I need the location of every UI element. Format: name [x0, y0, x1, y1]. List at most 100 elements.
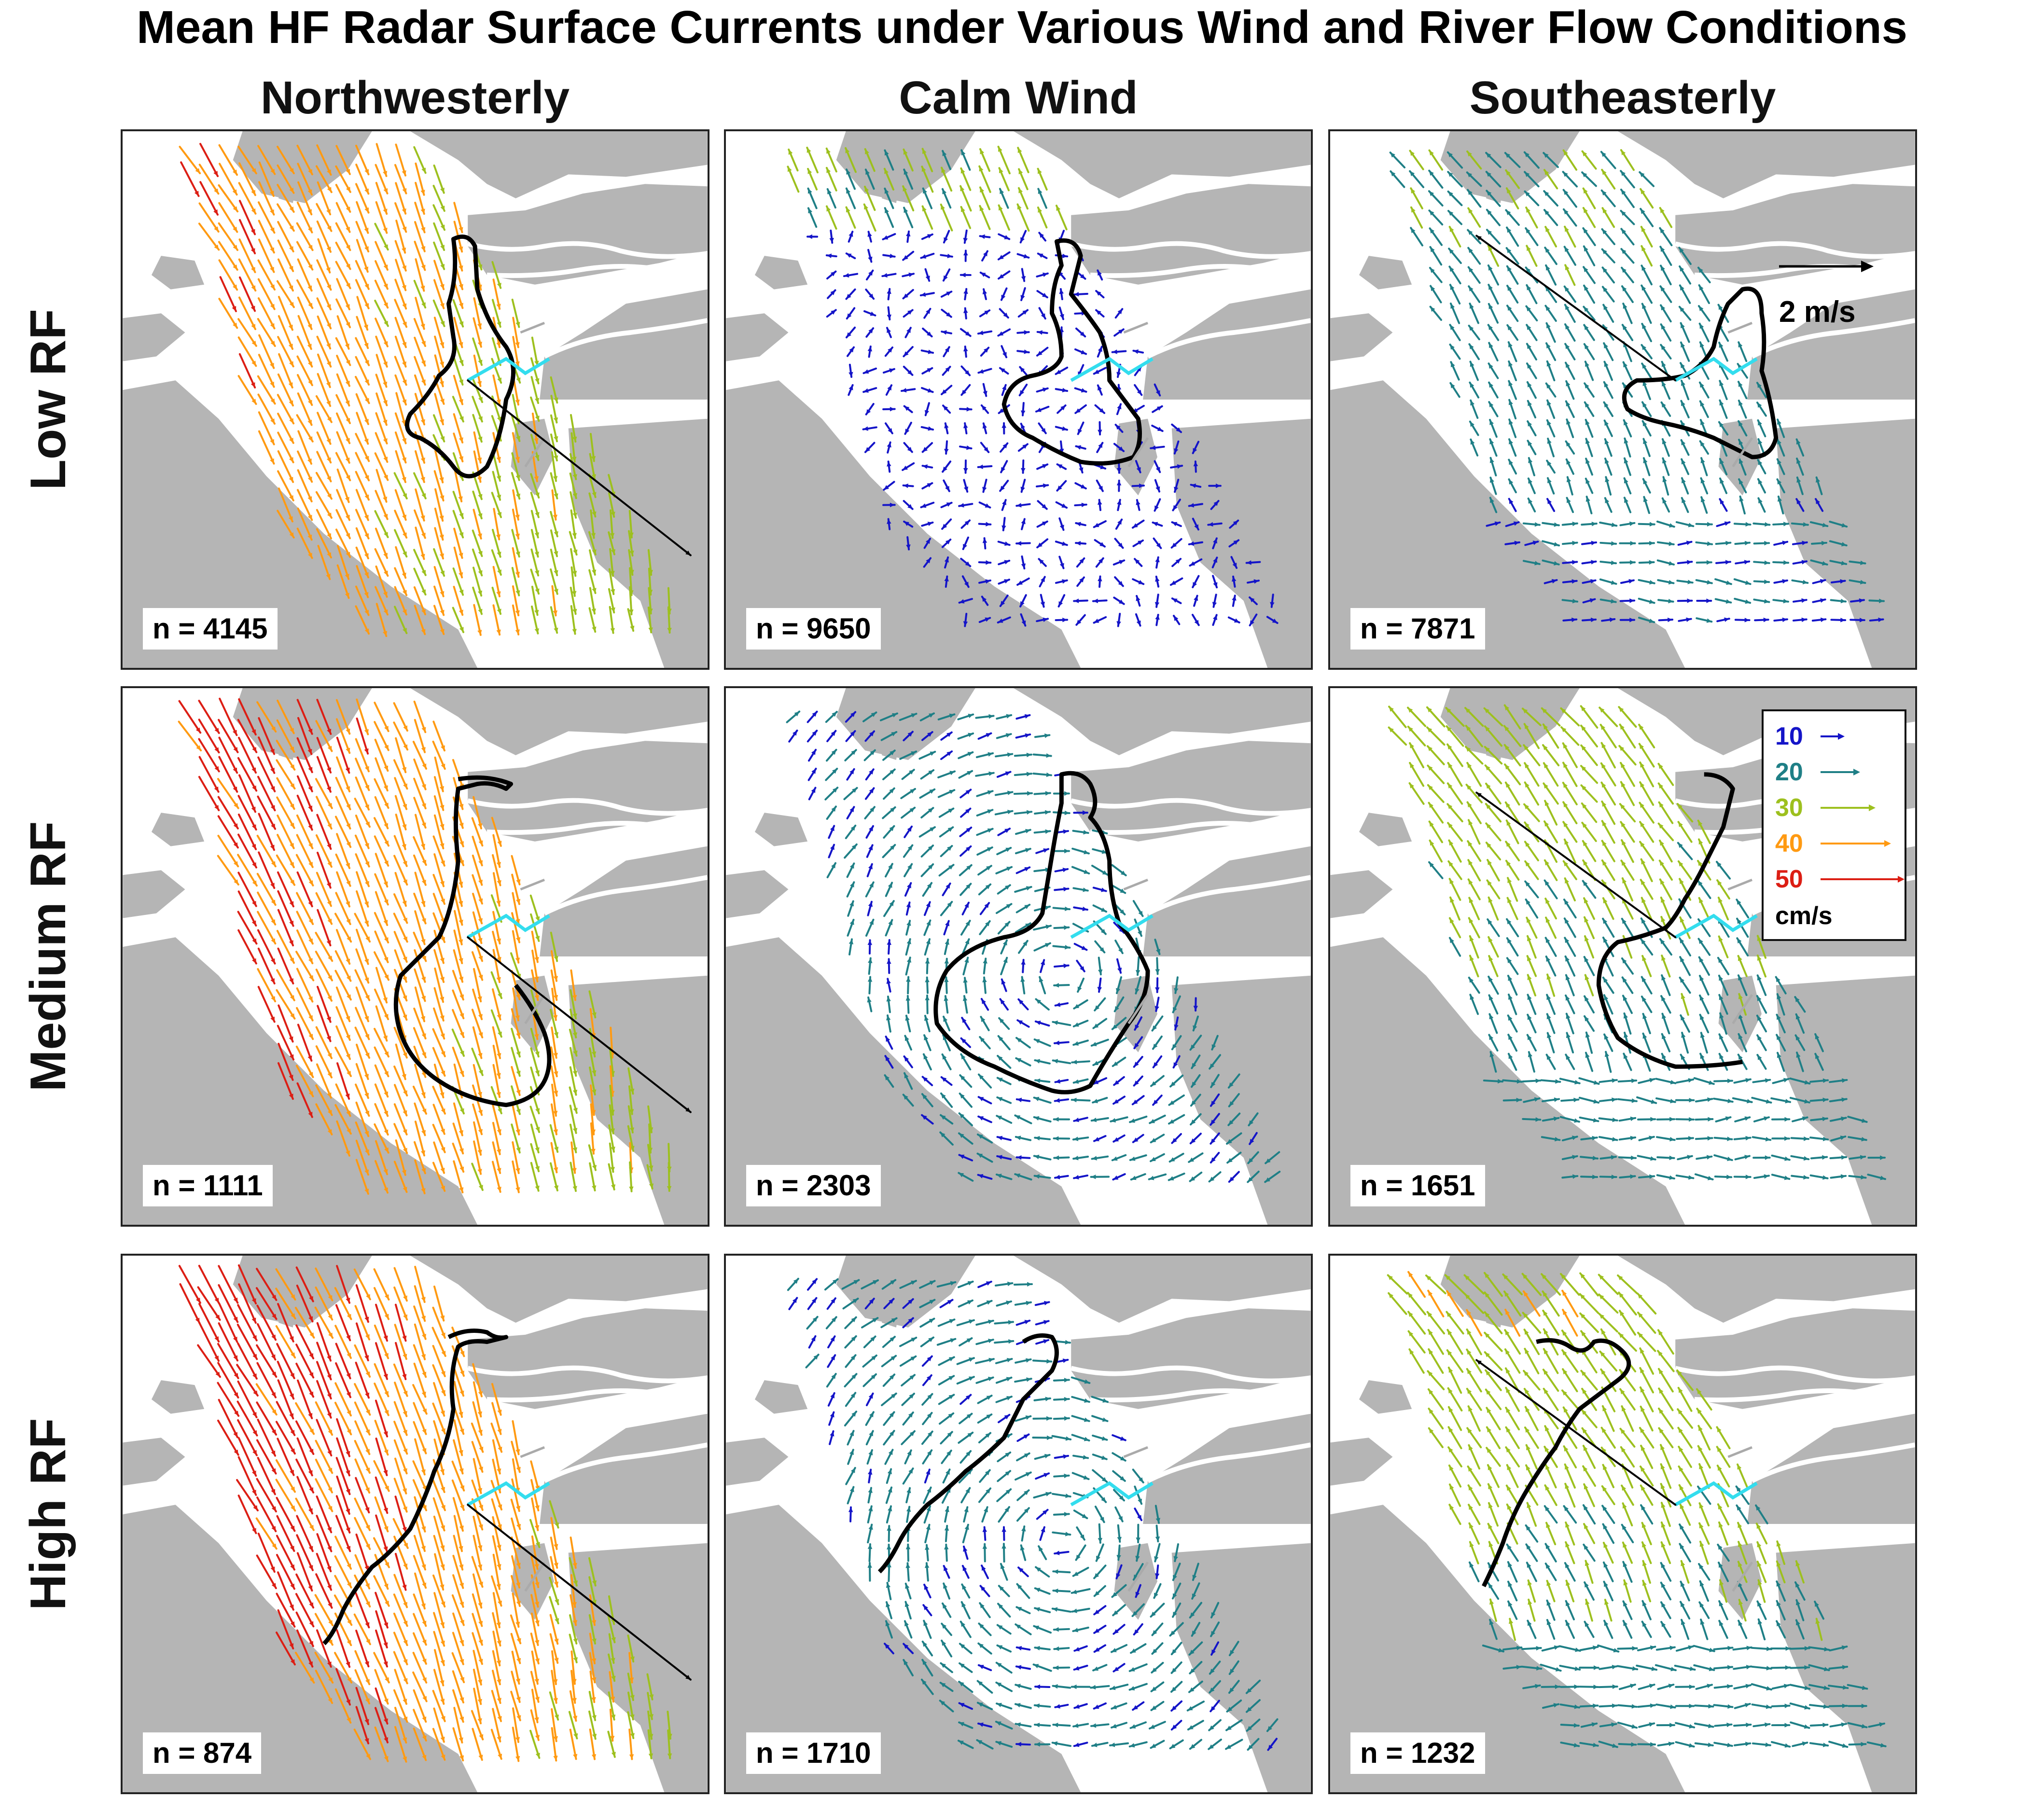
sample-count-label: n = 7871	[1350, 608, 1485, 650]
current-vectors	[178, 1264, 672, 1763]
river-mouth-transect	[1070, 357, 1154, 382]
sample-count-label: n = 1710	[746, 1732, 881, 1774]
land-mass	[726, 131, 1311, 668]
river-channels	[1675, 1365, 1915, 1483]
current-map-calm-wind-medium-rf	[726, 688, 1311, 1225]
plume-front-outline	[322, 1328, 509, 1646]
river-mouth-transect	[1674, 1481, 1758, 1507]
legend-arrow-10	[1821, 733, 1845, 740]
river-channels	[1071, 241, 1311, 359]
current-vectors	[1389, 149, 1885, 623]
legend-row-50: 50	[1775, 864, 1905, 895]
plume-front-outline	[877, 1333, 1059, 1574]
panel-northwesterly-medium-rf: n = 1111	[121, 686, 709, 1227]
current-vectors	[787, 1277, 1279, 1751]
plume-front-outline	[405, 235, 515, 479]
sample-count-label: n = 1232	[1350, 1732, 1485, 1774]
legend-arrow-30	[1821, 804, 1876, 811]
river-channels	[467, 798, 708, 916]
plume-front-outline	[1482, 1338, 1631, 1588]
river-discharge-arrows	[1727, 878, 1753, 1024]
current-map-northwesterly-low-rf	[123, 131, 708, 668]
legend-label-50: 50	[1775, 865, 1803, 893]
legend-row-30: 30	[1775, 792, 1876, 823]
land-mass	[726, 1256, 1311, 1792]
plume-front-outline	[933, 771, 1150, 1094]
legend-row-40: 40	[1775, 828, 1891, 859]
legend-unit: cm/s	[1775, 902, 1833, 930]
sample-count-label: n = 9650	[746, 608, 881, 650]
current-vectors	[178, 697, 672, 1195]
river-discharge-arrows	[1123, 1446, 1149, 1592]
river-mouth-transect	[467, 1481, 550, 1507]
panel-northwesterly-high-rf: n = 874	[121, 1254, 709, 1794]
river-mouth-transect	[467, 913, 550, 939]
current-vectors	[179, 143, 672, 637]
current-vectors	[1387, 1271, 1887, 1748]
legend-arrow-20	[1821, 769, 1860, 775]
land-mass	[123, 131, 708, 668]
legend-arrow-40	[1821, 840, 1891, 847]
river-mouth-transect	[1070, 1481, 1154, 1507]
wind-direction-arrow	[467, 379, 692, 556]
plume-front-outline	[1001, 238, 1142, 466]
plume-front-outline	[393, 775, 552, 1107]
current-map-calm-wind-low-rf	[726, 131, 1311, 668]
legend-label-20: 20	[1775, 758, 1803, 786]
current-map-northwesterly-high-rf	[123, 1256, 708, 1792]
speed-legend: 10 20 30 40 50 cm/s	[1762, 709, 1906, 941]
legend-row-20: 20	[1775, 757, 1860, 788]
scale-arrow	[1779, 261, 1874, 272]
sample-count-label: n = 1651	[1350, 1165, 1485, 1206]
wind-direction-arrow	[1475, 235, 1677, 382]
river-mouth-transect	[467, 357, 550, 382]
river-channels	[467, 1365, 708, 1483]
scale-arrow-label: 2 m/s	[1779, 295, 1856, 329]
column-title-southeasterly: Southeasterly	[1469, 72, 1776, 124]
river-discharge-arrows	[520, 321, 546, 468]
legend-label-40: 40	[1775, 830, 1803, 858]
wind-direction-arrow	[1475, 791, 1677, 939]
current-vectors	[786, 710, 1281, 1183]
river-discharge-arrows	[520, 1446, 546, 1592]
land-mass	[726, 688, 1311, 1225]
panel-southeasterly-high-rf: n = 1232	[1328, 1254, 1917, 1794]
row-title-high-rf: High RF	[20, 1418, 76, 1611]
river-channels	[1071, 798, 1311, 916]
current-map-southeasterly-medium-rf	[1330, 688, 1915, 1225]
river-mouth-transect	[1674, 913, 1758, 939]
river-channels	[1071, 1365, 1311, 1483]
current-vectors	[787, 145, 1279, 627]
wind-direction-arrow	[467, 1504, 692, 1681]
column-title-northwesterly: Northwesterly	[260, 72, 570, 124]
plume-front-outline	[1596, 772, 1743, 1069]
current-map-southeasterly-high-rf	[1330, 1256, 1915, 1792]
sample-count-label: n = 4145	[143, 608, 278, 650]
legend-label-30: 30	[1775, 794, 1803, 822]
river-channels	[467, 241, 708, 359]
current-map-southeasterly-low-rf	[1330, 131, 1915, 668]
river-discharge-arrows	[1727, 321, 1753, 468]
river-discharge-arrows	[1727, 1446, 1753, 1592]
current-vectors	[1388, 704, 1886, 1181]
river-discharge-arrows	[1123, 878, 1149, 1024]
panel-southeasterly-low-rf: n = 7871 2 m/s	[1328, 129, 1917, 670]
sample-count-label: n = 874	[143, 1732, 262, 1774]
river-discharge-arrows	[1123, 321, 1149, 468]
legend-arrow-50	[1821, 876, 1905, 883]
figure-title: Mean HF Radar Surface Currents under Var…	[137, 1, 1907, 53]
row-title-low-rf: Low RF	[20, 309, 76, 490]
wind-direction-arrow	[467, 936, 692, 1113]
river-mouth-transect	[1070, 913, 1154, 939]
land-mass	[123, 1256, 708, 1792]
panel-calm-wind-medium-rf: n = 2303	[724, 686, 1313, 1227]
river-discharge-arrows	[520, 878, 546, 1024]
wind-direction-arrow	[1475, 1359, 1677, 1506]
row-title-medium-rf: Medium RF	[20, 821, 76, 1092]
legend-row-10: 10	[1775, 721, 1845, 752]
river-mouth-transect	[1674, 357, 1758, 382]
land-mass	[1330, 131, 1915, 668]
panel-northwesterly-low-rf: n = 4145	[121, 129, 709, 670]
column-title-calm-wind: Calm Wind	[899, 72, 1138, 124]
